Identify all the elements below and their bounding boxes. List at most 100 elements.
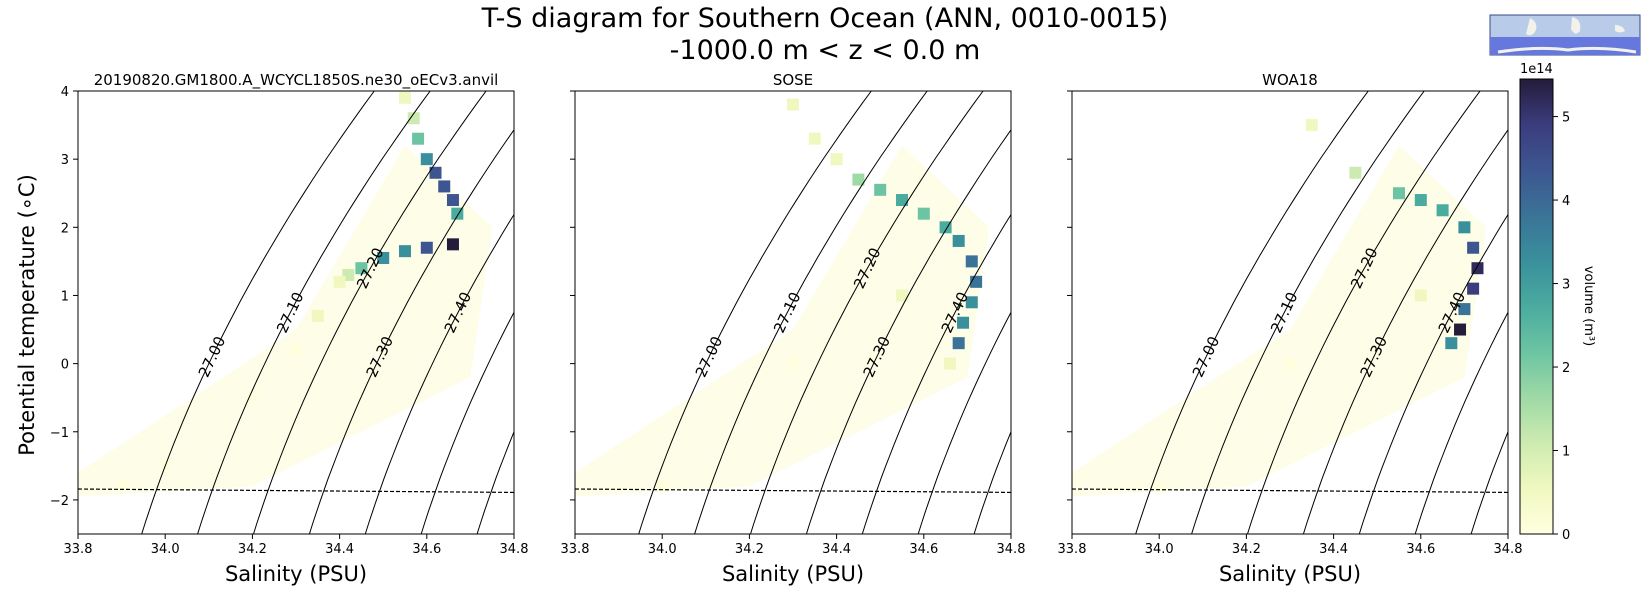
background-density-haze [78, 145, 493, 497]
heatmap-cell [377, 251, 390, 264]
x-tick-label: 34.2 [735, 542, 764, 557]
heatmap-cell [429, 166, 442, 179]
heatmap-cell [656, 480, 669, 493]
heatmap-cell [1467, 241, 1480, 254]
heatmap-cell [420, 153, 433, 166]
heatmap-cell [896, 289, 908, 302]
colorbar: 1e14 volume (m³) 0 1 2 3 4 5 [1519, 62, 1596, 543]
y-tick-label: 2 [61, 221, 69, 236]
background-density-haze [575, 145, 990, 497]
colorbar-tick-label: 2 [1562, 361, 1570, 376]
density-contour-27.90 [1639, 91, 1650, 534]
heatmap-cell [1414, 194, 1427, 207]
heatmap-cell [1284, 357, 1296, 370]
figure-title-line-2: -1000.0 m < z < 0.0 m [670, 35, 981, 66]
heatmap-cell [808, 132, 821, 145]
heatmap-cell [407, 112, 420, 125]
heatmap-cell [438, 180, 451, 193]
x-tick-label: 33.8 [64, 542, 93, 557]
colorbar-exponent: 1e14 [1520, 62, 1553, 77]
heatmap-cell [1393, 187, 1405, 200]
heatmap-cell [1458, 303, 1471, 316]
colorbar-tick-label: 4 [1562, 194, 1570, 209]
plot-frame [1071, 90, 1509, 535]
heatmap-cell [1436, 204, 1449, 217]
heatmap-cell [246, 391, 259, 404]
heatmap-cell [399, 91, 411, 104]
y-tick-label: 3 [61, 153, 69, 168]
x-tick-label: 34.0 [151, 542, 180, 557]
heatmap-cell [399, 245, 411, 258]
heatmap-cell [1467, 282, 1480, 295]
colorbar-tick-label: 3 [1562, 278, 1570, 293]
heatmap-cell [1454, 323, 1467, 336]
heatmap-cell [412, 132, 425, 145]
panel-title: SOSE [773, 71, 813, 89]
x-tick-label: 34.8 [997, 542, 1026, 557]
x-tick-label: 34.4 [1319, 542, 1348, 557]
heatmap-cell [787, 357, 799, 370]
density-contour-27.10 [197, 91, 431, 534]
colorbar-label: volume (m³) [1581, 266, 1596, 346]
heatmap-cell [787, 98, 799, 111]
heatmap-cell [943, 357, 956, 370]
heatmap-cell [852, 173, 865, 186]
x-tick-label: 34.4 [325, 542, 354, 557]
figure-title-line-1: T-S diagram for Southern Ocean (ANN, 001… [481, 3, 1169, 34]
density-contour-27.20 [750, 91, 984, 534]
heatmap-cell [1414, 289, 1427, 302]
heatmap-cell [420, 241, 433, 254]
x-tick-label: 34.0 [648, 542, 677, 557]
panel-title: WOA18 [1262, 71, 1318, 89]
heatmap-cell [957, 316, 970, 329]
x-axis-label: Salinity (PSU) [1219, 562, 1361, 586]
x-axis-label: Salinity (PSU) [225, 562, 367, 586]
density-contour-27.10 [1191, 91, 1425, 534]
density-contour-27.60 [1470, 430, 1508, 534]
x-tick-label: 33.8 [1058, 542, 1087, 557]
heatmap-cell [917, 207, 930, 220]
density-contour-27.20 [1247, 91, 1481, 534]
colorbar-tick-label: 0 [1562, 528, 1570, 543]
background-density-haze [1072, 145, 1487, 497]
colorbar-tick-label: 1 [1562, 445, 1570, 460]
y-tick-label: −2 [50, 494, 69, 509]
x-tick-label: 34.8 [1494, 542, 1523, 557]
x-tick-label: 34.4 [822, 542, 851, 557]
heatmap-cell [874, 183, 887, 196]
y-tick-label: 4 [61, 85, 69, 100]
plot-frame [77, 90, 515, 535]
x-tick-label: 33.8 [561, 542, 590, 557]
x-tick-label: 34.0 [1145, 542, 1174, 557]
colorbar-tick-label: 5 [1562, 111, 1570, 126]
density-contour-27.30 [805, 129, 1011, 534]
density-contour-27.20 [253, 91, 487, 534]
y-tick-label: 1 [61, 289, 69, 304]
heatmap-cell [355, 262, 368, 275]
y-tick-label: −1 [50, 426, 69, 441]
heatmap-cell [446, 238, 459, 251]
x-tick-label: 34.8 [500, 542, 529, 557]
y-tick-label: 0 [61, 358, 69, 373]
heatmap-cell [965, 255, 978, 268]
x-tick-label: 34.2 [238, 542, 267, 557]
density-contour-27.10 [694, 91, 928, 534]
heatmap-cell [1445, 337, 1458, 350]
heatmap-cell [952, 234, 965, 247]
freezing-line [78, 488, 514, 494]
plot-frame [574, 90, 1012, 535]
density-contour-27.00 [141, 91, 375, 534]
freezing-line [575, 488, 1011, 494]
heatmap-cell [1305, 119, 1318, 132]
heatmap-cell [1153, 480, 1166, 493]
x-tick-label: 34.2 [1232, 542, 1261, 557]
y-axis-label: Potential temperature (∘C) [15, 174, 39, 456]
density-contour-27.00 [638, 91, 872, 534]
density-contour-27.40 [1358, 213, 1508, 534]
density-contour-27.00 [1135, 91, 1369, 534]
density-contour-27.60 [476, 430, 514, 534]
heatmap-cell [333, 275, 346, 288]
